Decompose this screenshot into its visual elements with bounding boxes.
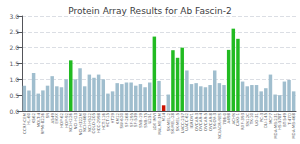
svg-text:UACC-257: UACC-257 <box>179 113 185 134</box>
svg-text:SW-620: SW-620 <box>119 113 125 129</box>
svg-text:SF-539: SF-539 <box>133 113 139 127</box>
svg-text:K562: K562 <box>31 113 37 124</box>
svg-text:NCI-H23: NCI-H23 <box>72 113 78 130</box>
svg-text:KM12: KM12 <box>114 113 120 125</box>
svg-text:NCI-H460: NCI-H460 <box>82 113 88 133</box>
svg-text:HT29: HT29 <box>110 113 116 124</box>
svg-text:HL-60: HL-60 <box>26 113 32 125</box>
svg-text:SNB-75: SNB-75 <box>142 113 148 128</box>
svg-text:2.0: 2.0 <box>9 44 19 51</box>
svg-text:HS-578T: HS-578T <box>277 113 283 131</box>
svg-text:A498: A498 <box>226 113 232 124</box>
svg-text:NCI-H226: NCI-H226 <box>68 113 74 133</box>
svg-text:HCC-2998: HCC-2998 <box>96 113 102 134</box>
svg-text:NCI/ADR-RES: NCI/ADR-RES <box>216 113 222 139</box>
svg-text:M14: M14 <box>161 113 167 122</box>
svg-text:786-0: 786-0 <box>221 113 227 125</box>
svg-text:MDA-MB-231: MDA-MB-231 <box>272 113 278 139</box>
svg-text:SF-295: SF-295 <box>128 113 134 127</box>
svg-text:SNB-19: SNB-19 <box>137 113 143 128</box>
svg-text:OVCAR-5: OVCAR-5 <box>202 113 208 131</box>
svg-text:MCF7: MCF7 <box>268 113 273 125</box>
svg-text:MDA-MB-468: MDA-MB-468 <box>291 113 296 139</box>
svg-text:BT-549: BT-549 <box>281 113 287 127</box>
svg-text:3.0: 3.0 <box>9 13 19 20</box>
svg-text:SK-MEL-2: SK-MEL-2 <box>165 113 171 132</box>
svg-text:IGROV1: IGROV1 <box>189 113 194 129</box>
svg-text:SN12C: SN12C <box>244 113 250 127</box>
svg-text:SK-MEL-28: SK-MEL-28 <box>170 113 176 134</box>
svg-text:DU-145: DU-145 <box>263 113 269 129</box>
svg-text:OVCAR-4: OVCAR-4 <box>198 113 204 131</box>
svg-text:U251: U251 <box>147 113 153 124</box>
svg-text:NCI-H322M: NCI-H322M <box>77 113 83 136</box>
svg-text:SK-MEL-5: SK-MEL-5 <box>175 113 181 132</box>
svg-text:HOP-62: HOP-62 <box>59 113 64 128</box>
svg-text:OVCAR-3: OVCAR-3 <box>193 113 199 131</box>
svg-text:2.5: 2.5 <box>9 28 19 35</box>
svg-text:HOP-92: HOP-92 <box>63 113 69 128</box>
svg-text:EKVX: EKVX <box>54 113 60 124</box>
svg-text:COLO-205: COLO-205 <box>91 113 97 134</box>
svg-text:PC-3: PC-3 <box>258 113 264 123</box>
svg-text:HCT-15: HCT-15 <box>105 113 111 128</box>
svg-text:RPMI-8226: RPMI-8226 <box>40 113 46 135</box>
svg-text:A549: A549 <box>49 113 55 124</box>
svg-text:ACHN: ACHN <box>230 113 236 125</box>
svg-text:MALME-3M: MALME-3M <box>156 113 162 135</box>
svg-text:RXF-393: RXF-393 <box>240 113 246 130</box>
svg-text:TK-10: TK-10 <box>249 113 255 125</box>
svg-text:SK-OV-3: SK-OV-3 <box>212 113 218 129</box>
svg-text:UACC-62: UACC-62 <box>184 113 190 131</box>
svg-text:SR: SR <box>45 113 50 119</box>
svg-text:CAKI-1: CAKI-1 <box>235 113 241 127</box>
svg-text:UO-31: UO-31 <box>254 113 259 126</box>
svg-text:HCT-116: HCT-116 <box>100 113 106 130</box>
svg-text:MOLT-4: MOLT-4 <box>35 113 41 128</box>
svg-text:1.5: 1.5 <box>9 60 19 67</box>
svg-text:OVCAR-8: OVCAR-8 <box>207 113 213 131</box>
svg-text:SF-268: SF-268 <box>124 113 129 127</box>
svg-text:1.0: 1.0 <box>9 76 19 83</box>
svg-text:T-47D: T-47D <box>286 113 292 125</box>
svg-text:LOX IMVI: LOX IMVI <box>151 113 157 131</box>
svg-text:0.5: 0.5 <box>9 92 19 99</box>
svg-text:Protein Array Results for Ab F: Protein Array Results for Ab Fascin-2 <box>68 6 232 16</box>
svg-text:NCI-H522: NCI-H522 <box>86 113 92 133</box>
svg-text:CCRF-CEM: CCRF-CEM <box>21 113 27 134</box>
svg-text:0.0: 0.0 <box>9 108 19 115</box>
